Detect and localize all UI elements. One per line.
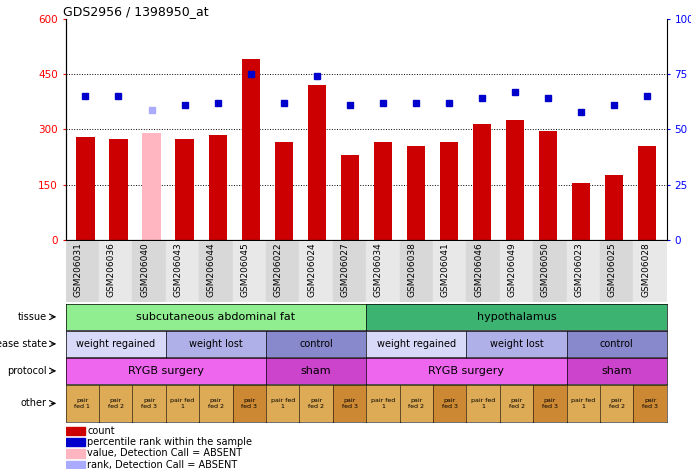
Text: GSM206022: GSM206022 (274, 242, 283, 297)
Text: GSM206040: GSM206040 (140, 242, 149, 297)
Text: GSM206024: GSM206024 (307, 242, 316, 297)
Text: GSM206028: GSM206028 (641, 242, 650, 297)
Text: pair fed
1: pair fed 1 (171, 398, 195, 409)
Bar (166, 241, 199, 302)
Bar (199, 241, 233, 302)
Text: GSM206031: GSM206031 (73, 242, 82, 297)
Text: pair
fed 2: pair fed 2 (408, 398, 424, 409)
Text: GSM206045: GSM206045 (240, 242, 249, 297)
Text: weight lost: weight lost (189, 339, 243, 349)
Bar (66, 449, 85, 457)
Bar (600, 241, 634, 302)
Text: pair
fed 2: pair fed 2 (609, 398, 625, 409)
Text: GSM206044: GSM206044 (207, 242, 216, 297)
Text: control: control (600, 339, 634, 349)
Text: GDS2956 / 1398950_at: GDS2956 / 1398950_at (63, 5, 208, 18)
Bar (66, 438, 85, 447)
Bar (533, 241, 567, 302)
Bar (638, 146, 656, 240)
Text: GSM206027: GSM206027 (341, 242, 350, 297)
Bar (341, 155, 359, 240)
Text: pair fed
1: pair fed 1 (271, 398, 295, 409)
Bar (473, 124, 491, 240)
Text: pair
fed 1: pair fed 1 (75, 398, 91, 409)
Text: weight lost: weight lost (490, 339, 543, 349)
Text: sham: sham (301, 366, 332, 376)
Bar (242, 59, 260, 240)
Bar (567, 241, 600, 302)
Bar (407, 146, 425, 240)
Text: GSM206025: GSM206025 (607, 242, 616, 297)
Text: GSM206049: GSM206049 (507, 242, 516, 297)
Text: GSM206046: GSM206046 (474, 242, 483, 297)
Text: weight regained: weight regained (377, 339, 456, 349)
Bar (274, 142, 293, 240)
Bar (539, 131, 557, 240)
Text: pair
fed 3: pair fed 3 (341, 398, 357, 409)
Text: protocol: protocol (7, 366, 46, 376)
Bar (176, 138, 193, 240)
Text: subcutaneous abdominal fat: subcutaneous abdominal fat (136, 312, 296, 322)
Bar (439, 142, 458, 240)
Text: pair
fed 3: pair fed 3 (542, 398, 558, 409)
Text: pair
fed 3: pair fed 3 (141, 398, 157, 409)
Bar (366, 241, 399, 302)
Bar (333, 241, 366, 302)
Bar (99, 241, 133, 302)
Text: GSM206050: GSM206050 (541, 242, 550, 297)
Text: pair fed
1: pair fed 1 (571, 398, 596, 409)
Text: pair
fed 3: pair fed 3 (241, 398, 257, 409)
Bar (466, 241, 500, 302)
Bar (307, 85, 325, 240)
Text: GSM206038: GSM206038 (407, 242, 416, 297)
Text: RYGB surgery: RYGB surgery (128, 366, 204, 376)
Bar (399, 241, 433, 302)
Text: pair
fed 3: pair fed 3 (642, 398, 658, 409)
Bar (133, 241, 166, 302)
Text: other: other (21, 398, 46, 409)
Bar (266, 241, 299, 302)
Text: GSM206023: GSM206023 (574, 242, 583, 297)
Bar (209, 135, 227, 240)
Bar (66, 241, 99, 302)
Bar (142, 133, 160, 240)
Bar (66, 427, 85, 435)
Text: RYGB surgery: RYGB surgery (428, 366, 504, 376)
Text: control: control (299, 339, 333, 349)
Bar (299, 241, 333, 302)
Text: GSM206034: GSM206034 (374, 242, 383, 297)
Text: pair
fed 2: pair fed 2 (108, 398, 124, 409)
Text: count: count (87, 426, 115, 436)
Text: percentile rank within the sample: percentile rank within the sample (87, 437, 252, 447)
Bar (77, 137, 95, 240)
Text: pair
fed 2: pair fed 2 (509, 398, 524, 409)
Bar (605, 175, 623, 240)
Bar (233, 241, 266, 302)
Bar (500, 241, 533, 302)
Text: disease state: disease state (0, 339, 46, 349)
Text: GSM206036: GSM206036 (106, 242, 115, 297)
Bar (634, 241, 667, 302)
Bar (109, 138, 128, 240)
Text: pair
fed 2: pair fed 2 (208, 398, 224, 409)
Text: pair
fed 3: pair fed 3 (442, 398, 457, 409)
Text: pair fed
1: pair fed 1 (371, 398, 395, 409)
Text: tissue: tissue (17, 312, 46, 322)
Text: GSM206041: GSM206041 (441, 242, 450, 297)
Text: GSM206043: GSM206043 (173, 242, 182, 297)
Text: pair
fed 2: pair fed 2 (308, 398, 324, 409)
Bar (66, 461, 85, 469)
Text: weight regained: weight regained (76, 339, 155, 349)
Bar (433, 241, 466, 302)
Text: rank, Detection Call = ABSENT: rank, Detection Call = ABSENT (87, 460, 238, 470)
Text: pair fed
1: pair fed 1 (471, 398, 495, 409)
Bar (572, 183, 590, 240)
Text: value, Detection Call = ABSENT: value, Detection Call = ABSENT (87, 448, 243, 458)
Text: hypothalamus: hypothalamus (477, 312, 556, 322)
Text: sham: sham (601, 366, 632, 376)
Bar (506, 120, 524, 240)
Bar (374, 142, 392, 240)
